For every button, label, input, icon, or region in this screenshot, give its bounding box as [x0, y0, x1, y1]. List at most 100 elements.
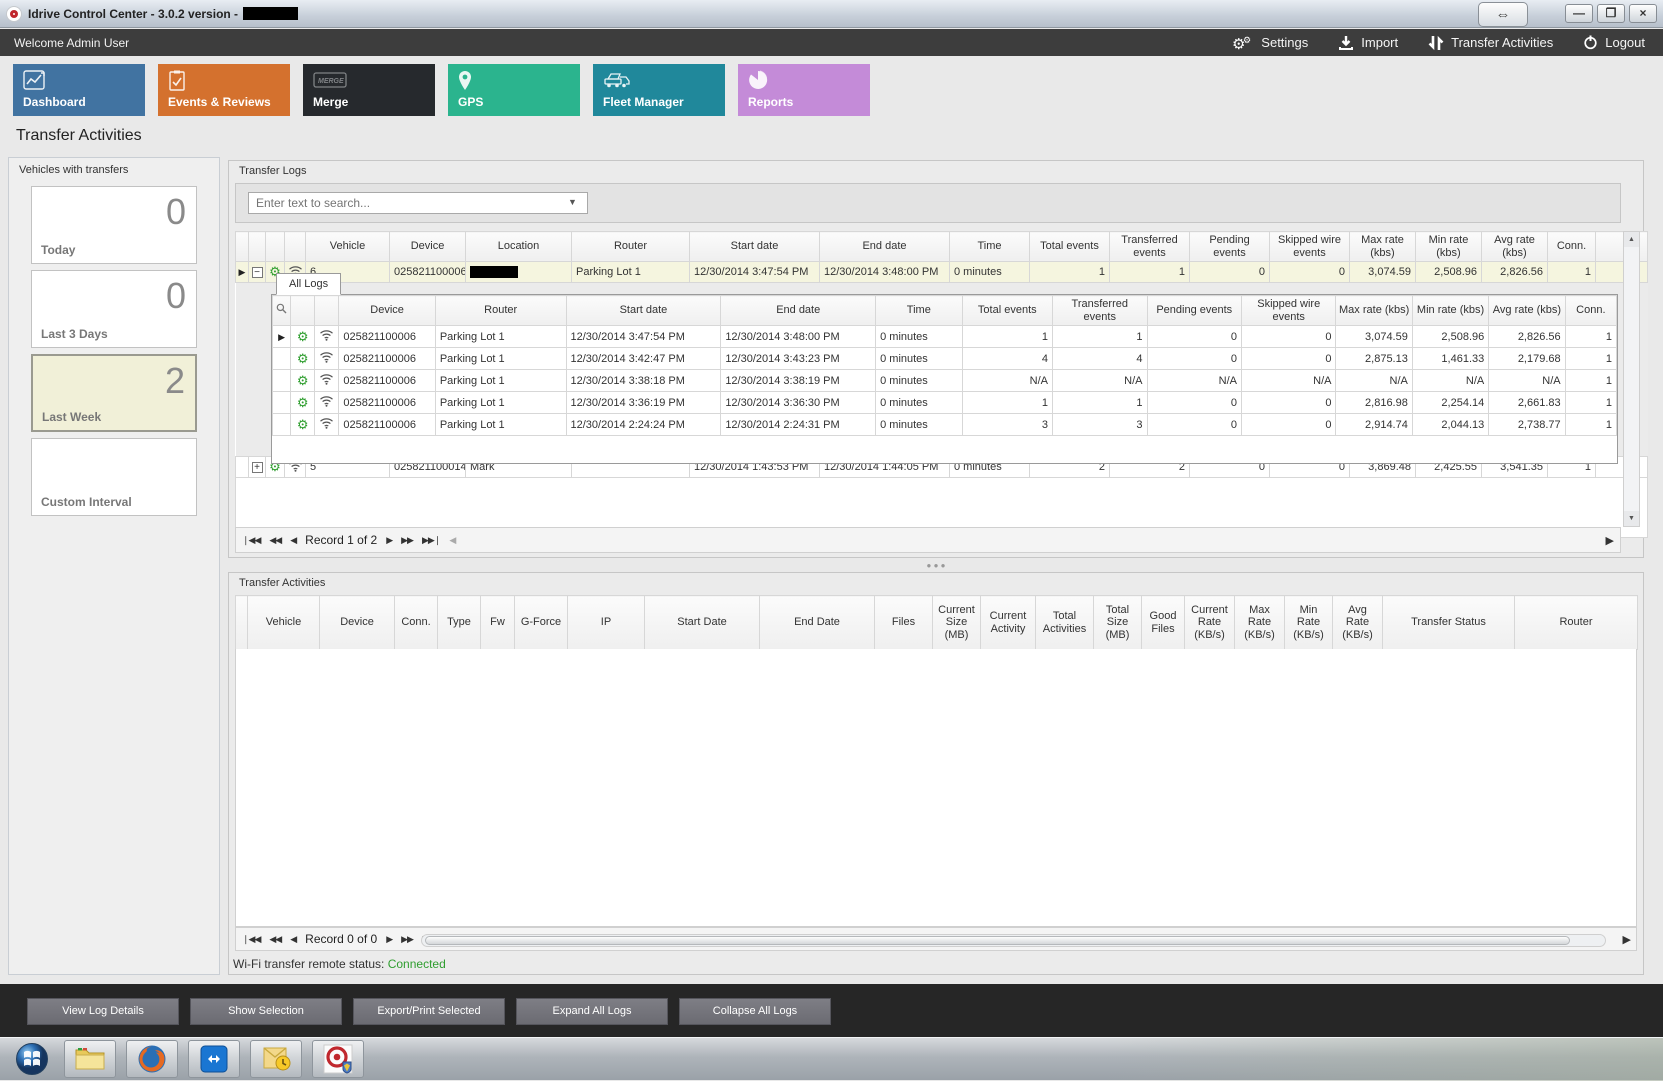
column-header-min-rate-kb-s-[interactable]: Min Rate (KB/s): [1284, 595, 1333, 650]
column-header-max-rate-kb-s-[interactable]: Max Rate (KB/s): [1234, 595, 1285, 650]
column-header-min-rate-kbs-[interactable]: Min rate (kbs): [1415, 230, 1482, 263]
collapse-row-icon[interactable]: −: [248, 261, 266, 284]
column-header-min-rate-kbs-[interactable]: Min rate (kbs): [1411, 294, 1490, 327]
column-header-total-events[interactable]: Total events: [961, 294, 1054, 327]
column-header-ip[interactable]: IP: [567, 595, 645, 650]
column-header-start-date[interactable]: Start date: [689, 230, 820, 263]
all-logs-row[interactable]: ▶ ⚙ 025821100006 Parking Lot 1 12/30/2014 3:…: [271, 325, 1618, 349]
footer-button-view-log-details[interactable]: View Log Details: [27, 998, 179, 1025]
column-header-router[interactable]: Router: [434, 294, 567, 327]
column-header-time[interactable]: Time: [875, 294, 963, 327]
expand-row-icon[interactable]: +: [248, 456, 266, 479]
column-header-skipped-wire-events[interactable]: Skipped wire events: [1240, 294, 1337, 327]
column-header-router[interactable]: Router: [1514, 595, 1638, 650]
tab-merge[interactable]: MERGE Merge: [303, 64, 435, 116]
column-header-location[interactable]: Location: [465, 230, 572, 263]
column-header-skipped-wire-events[interactable]: Skipped wire events: [1269, 230, 1350, 263]
all-logs-row[interactable]: ⚙ 025821100006 Parking Lot 1 12/30/2014 3:4…: [271, 347, 1618, 371]
pager-fast-next-icon[interactable]: ▶▶: [401, 534, 414, 545]
resize-toggle-button[interactable]: ⇔: [1478, 2, 1528, 27]
column-header-end-date[interactable]: End date: [720, 294, 877, 327]
pager-next-icon[interactable]: ▶: [386, 534, 393, 545]
transfer-log-row[interactable]: ▶−⚙6025821100006Parking Lot 112/30/2014 …: [235, 261, 1648, 284]
taskbar-idrive-app[interactable]: [312, 1040, 364, 1078]
column-header-current-rate-kb-s-[interactable]: Current Rate (KB/s): [1184, 595, 1235, 650]
gear-icon[interactable]: ⚙: [290, 391, 316, 415]
pager-fast-next-icon[interactable]: ▶▶: [401, 933, 414, 944]
pager-scroll-left-icon[interactable]: ◀: [449, 534, 456, 545]
column-header-vehicle[interactable]: Vehicle: [305, 230, 390, 263]
gear-icon[interactable]: ⚙: [290, 325, 316, 349]
column-header-transfer-status[interactable]: Transfer Status: [1382, 595, 1515, 650]
column-header-transferred-events[interactable]: Transferred events: [1052, 294, 1148, 327]
column-header-vehicle[interactable]: Vehicle: [247, 595, 320, 650]
taskbar-firefox[interactable]: [126, 1040, 178, 1078]
pager-first-icon[interactable]: ❘◀◀: [242, 933, 261, 944]
all-logs-row[interactable]: ⚙ 025821100006 Parking Lot 1 12/30/2014 2:2…: [271, 413, 1618, 437]
splitter-handle[interactable]: ● ● ●: [926, 561, 946, 570]
column-header-conn-[interactable]: Conn.: [1547, 230, 1596, 263]
pager-last-icon[interactable]: ▶▶❘: [421, 534, 441, 545]
top-action-settings[interactable]: ⚙ ⚙ Settings: [1232, 34, 1308, 52]
vehicle-card-custom-interval[interactable]: Custom Interval: [31, 438, 197, 516]
pager-prev-icon[interactable]: ◀: [290, 534, 297, 545]
tab-reports[interactable]: Reports: [738, 64, 870, 116]
pager-scroll-right-icon[interactable]: ▶: [1622, 933, 1631, 946]
taskbar-teamviewer[interactable]: [188, 1040, 240, 1078]
all-logs-row[interactable]: ⚙ 025821100006 Parking Lot 1 12/30/2014 3:3…: [271, 369, 1618, 393]
top-action-import[interactable]: Import: [1338, 35, 1398, 51]
column-header-device[interactable]: Device: [338, 294, 436, 327]
column-header-avg-rate-kbs-[interactable]: Avg rate (kbs): [1488, 294, 1566, 327]
tab-gps[interactable]: GPS: [448, 64, 580, 116]
tab-dashboard[interactable]: Dashboard: [13, 64, 145, 116]
column-header-pending-events[interactable]: Pending events: [1189, 230, 1270, 263]
search-input[interactable]: [248, 192, 588, 214]
column-header-good-files[interactable]: Good Files: [1141, 595, 1185, 650]
footer-button-export-print-selected[interactable]: Export/Print Selected: [353, 998, 505, 1025]
column-header-end-date[interactable]: End date: [819, 230, 950, 263]
close-button[interactable]: ×: [1629, 4, 1657, 23]
column-header-avg-rate-kb-s-[interactable]: Avg Rate (KB/s): [1332, 595, 1383, 650]
column-header-time[interactable]: Time: [949, 230, 1030, 263]
top-action-logout[interactable]: Logout: [1583, 35, 1645, 50]
column-header-current-activity[interactable]: Current Activity: [980, 595, 1036, 650]
top-action-transfer-activities[interactable]: Transfer Activities: [1428, 35, 1553, 51]
pager-fast-prev-icon[interactable]: ◀◀: [269, 933, 282, 944]
column-header-conn-[interactable]: Conn.: [1564, 294, 1618, 327]
column-header-magnifier[interactable]: [271, 294, 292, 327]
column-header-max-rate-kbs-[interactable]: Max rate (kbs): [1349, 230, 1416, 263]
column-header-start-date[interactable]: Start date: [565, 294, 722, 327]
column-header-device[interactable]: Device: [319, 595, 395, 650]
footer-button-collapse-all-logs[interactable]: Collapse All Logs: [679, 998, 831, 1025]
column-header-end-date[interactable]: End Date: [759, 595, 875, 650]
maximize-button[interactable]: ❐: [1597, 4, 1625, 23]
activities-horizontal-scrollbar[interactable]: [421, 934, 1606, 947]
vehicle-card-last-week[interactable]: 2 Last Week: [31, 354, 197, 432]
column-header-files[interactable]: Files: [874, 595, 933, 650]
gear-icon[interactable]: ⚙: [290, 347, 316, 371]
vehicle-card-last-3-days[interactable]: 0 Last 3 Days: [31, 270, 197, 348]
column-header-transferred-events[interactable]: Transferred events: [1109, 230, 1190, 263]
column-header-fw[interactable]: Fw: [480, 595, 515, 650]
column-header-conn-[interactable]: Conn.: [394, 595, 438, 650]
search-dropdown-icon[interactable]: ▼: [568, 197, 577, 207]
scroll-down-icon[interactable]: ▼: [1624, 511, 1639, 526]
column-header-current-size-mb-[interactable]: Current Size (MB): [932, 595, 981, 650]
column-header-avg-rate-kbs-[interactable]: Avg rate (kbs): [1481, 230, 1548, 263]
pager-next-icon[interactable]: ▶: [386, 933, 393, 944]
pager-scroll-right-icon[interactable]: ▶: [1605, 534, 1614, 547]
column-header-device[interactable]: Device: [389, 230, 466, 263]
column-header-g-force[interactable]: G-Force: [514, 595, 568, 650]
all-logs-row[interactable]: ⚙ 025821100006 Parking Lot 1 12/30/2014 3:3…: [271, 391, 1618, 415]
footer-button-expand-all-logs[interactable]: Expand All Logs: [516, 998, 668, 1025]
column-header-router[interactable]: Router: [571, 230, 690, 263]
taskbar-outlook[interactable]: [250, 1040, 302, 1078]
logs-vertical-scrollbar[interactable]: ▲ ▼: [1623, 231, 1640, 527]
column-header-total-size-mb-[interactable]: Total Size (MB): [1093, 595, 1142, 650]
gear-icon[interactable]: ⚙: [290, 369, 316, 393]
taskbar-start-button[interactable]: [6, 1040, 58, 1078]
column-header-max-rate-kbs-[interactable]: Max rate (kbs): [1335, 294, 1413, 327]
taskbar-explorer[interactable]: [64, 1040, 116, 1078]
tab-fleet-manager[interactable]: Fleet Manager: [593, 64, 725, 116]
footer-button-show-selection[interactable]: Show Selection: [190, 998, 342, 1025]
